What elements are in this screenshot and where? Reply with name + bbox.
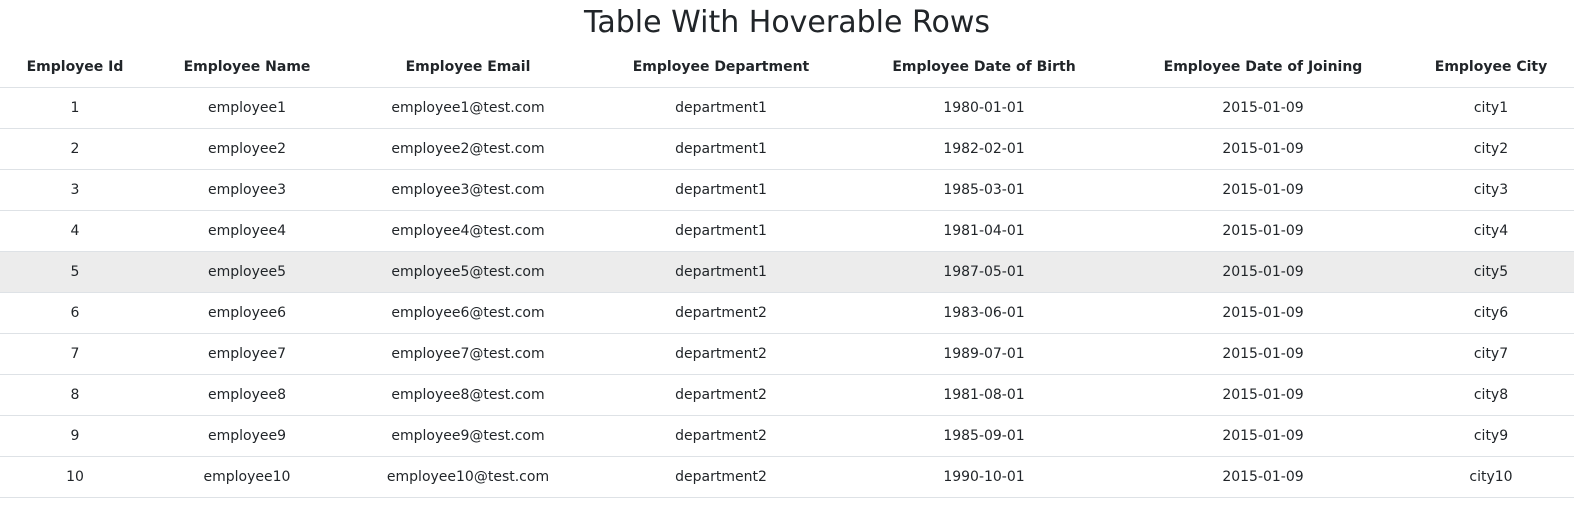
cell-department: department1 — [592, 210, 850, 252]
cell-id: 10 — [0, 456, 150, 498]
cell-city: city9 — [1408, 415, 1574, 457]
cell-email: employee2@test.com — [344, 128, 592, 170]
cell-doj: 2015-01-09 — [1118, 415, 1408, 457]
cell-name: employee6 — [150, 292, 344, 334]
cell-city: city4 — [1408, 210, 1574, 252]
cell-id: 3 — [0, 169, 150, 211]
header-employee-department: Employee Department — [592, 46, 850, 88]
cell-name: employee4 — [150, 210, 344, 252]
cell-dob: 1981-04-01 — [850, 210, 1118, 252]
cell-name: employee5 — [150, 251, 344, 293]
cell-id: 6 — [0, 292, 150, 334]
cell-doj: 2015-01-09 — [1118, 333, 1408, 375]
cell-id: 9 — [0, 415, 150, 457]
cell-dob: 1983-06-01 — [850, 292, 1118, 334]
cell-id: 1 — [0, 87, 150, 129]
cell-id: 8 — [0, 374, 150, 416]
cell-email: employee6@test.com — [344, 292, 592, 334]
table-row[interactable]: 6 employee6 employee6@test.com departmen… — [0, 292, 1574, 334]
table-row[interactable]: 2 employee2 employee2@test.com departmen… — [0, 128, 1574, 170]
header-employee-dob: Employee Date of Birth — [850, 46, 1118, 88]
table-row[interactable]: 4 employee4 employee4@test.com departmen… — [0, 210, 1574, 252]
cell-name: employee10 — [150, 456, 344, 498]
cell-name: employee2 — [150, 128, 344, 170]
cell-department: department2 — [592, 415, 850, 457]
cell-email: employee5@test.com — [344, 251, 592, 293]
cell-doj: 2015-01-09 — [1118, 87, 1408, 129]
cell-city: city5 — [1408, 251, 1574, 293]
cell-city: city8 — [1408, 374, 1574, 416]
cell-department: department1 — [592, 128, 850, 170]
cell-id: 4 — [0, 210, 150, 252]
header-employee-email: Employee Email — [344, 46, 592, 88]
cell-email: employee1@test.com — [344, 87, 592, 129]
cell-city: city6 — [1408, 292, 1574, 334]
cell-name: employee3 — [150, 169, 344, 211]
cell-email: employee9@test.com — [344, 415, 592, 457]
cell-city: city1 — [1408, 87, 1574, 129]
cell-email: employee4@test.com — [344, 210, 592, 252]
cell-doj: 2015-01-09 — [1118, 251, 1408, 293]
table-row-hovered[interactable]: 5 employee5 employee5@test.com departmen… — [0, 251, 1574, 293]
table-row[interactable]: 7 employee7 employee7@test.com departmen… — [0, 333, 1574, 375]
employee-table: Employee Id Employee Name Employee Email… — [0, 46, 1574, 498]
cell-dob: 1981-08-01 — [850, 374, 1118, 416]
cell-doj: 2015-01-09 — [1118, 210, 1408, 252]
cell-department: department2 — [592, 333, 850, 375]
table-row[interactable]: 10 employee10 employee10@test.com depart… — [0, 456, 1574, 498]
table-row[interactable]: 8 employee8 employee8@test.com departmen… — [0, 374, 1574, 416]
cell-dob: 1989-07-01 — [850, 333, 1118, 375]
cell-name: employee8 — [150, 374, 344, 416]
cell-name: employee7 — [150, 333, 344, 375]
table-row[interactable]: 3 employee3 employee3@test.com departmen… — [0, 169, 1574, 211]
cell-department: department1 — [592, 169, 850, 211]
cell-dob: 1990-10-01 — [850, 456, 1118, 498]
header-employee-id: Employee Id — [0, 46, 150, 88]
cell-dob: 1985-09-01 — [850, 415, 1118, 457]
cell-dob: 1980-01-01 — [850, 87, 1118, 129]
cell-dob: 1985-03-01 — [850, 169, 1118, 211]
cell-id: 5 — [0, 251, 150, 293]
table-row[interactable]: 9 employee9 employee9@test.com departmen… — [0, 415, 1574, 457]
header-employee-doj: Employee Date of Joining — [1118, 46, 1408, 88]
cell-city: city7 — [1408, 333, 1574, 375]
cell-doj: 2015-01-09 — [1118, 128, 1408, 170]
cell-email: employee3@test.com — [344, 169, 592, 211]
cell-city: city2 — [1408, 128, 1574, 170]
cell-name: employee9 — [150, 415, 344, 457]
cell-email: employee10@test.com — [344, 456, 592, 498]
cell-department: department2 — [592, 292, 850, 334]
cell-id: 2 — [0, 128, 150, 170]
cell-department: department1 — [592, 87, 850, 129]
cell-city: city10 — [1408, 456, 1574, 498]
table-body: 1 employee1 employee1@test.com departmen… — [0, 87, 1574, 498]
page-title: Table With Hoverable Rows — [584, 5, 990, 40]
table-header-row: Employee Id Employee Name Employee Email… — [0, 46, 1574, 88]
cell-name: employee1 — [150, 87, 344, 129]
cell-city: city3 — [1408, 169, 1574, 211]
cell-doj: 2015-01-09 — [1118, 374, 1408, 416]
cell-dob: 1982-02-01 — [850, 128, 1118, 170]
cell-email: employee7@test.com — [344, 333, 592, 375]
cell-dob: 1987-05-01 — [850, 251, 1118, 293]
cell-id: 7 — [0, 333, 150, 375]
header-employee-name: Employee Name — [150, 46, 344, 88]
cell-email: employee8@test.com — [344, 374, 592, 416]
header-employee-city: Employee City — [1408, 46, 1574, 88]
cell-department: department2 — [592, 374, 850, 416]
cell-doj: 2015-01-09 — [1118, 456, 1408, 498]
cell-doj: 2015-01-09 — [1118, 292, 1408, 334]
cell-department: department1 — [592, 251, 850, 293]
table-row[interactable]: 1 employee1 employee1@test.com departmen… — [0, 87, 1574, 129]
cell-doj: 2015-01-09 — [1118, 169, 1408, 211]
cell-department: department2 — [592, 456, 850, 498]
